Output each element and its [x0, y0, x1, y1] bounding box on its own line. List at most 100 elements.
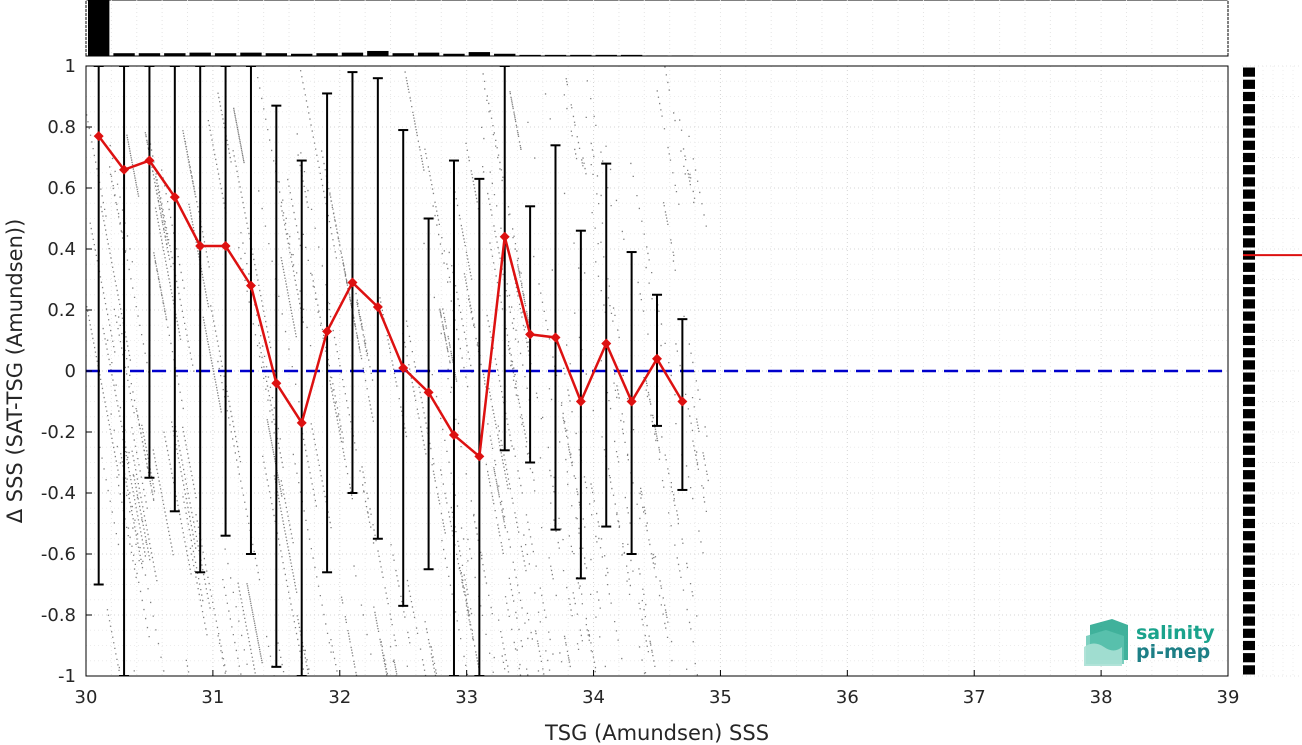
side-histogram-bar — [1243, 177, 1255, 187]
side-histogram-bar — [1243, 226, 1255, 236]
side-histogram-bar — [1243, 470, 1255, 480]
side-histogram-bar — [1243, 653, 1255, 663]
side-histogram-bar — [1243, 91, 1255, 102]
error-bar — [195, 66, 206, 574]
error-bar — [220, 66, 231, 537]
median-point — [448, 430, 459, 441]
side-histogram-bar — [1243, 128, 1255, 138]
side-histogram-bar — [1243, 287, 1255, 297]
top-histogram-bar — [164, 53, 186, 56]
side-histogram-bar — [1243, 189, 1255, 199]
side-histogram-bar — [1243, 665, 1255, 675]
median-point — [347, 277, 358, 288]
error-bar — [245, 66, 256, 555]
x-tick-label: 33 — [455, 687, 478, 708]
top-histogram-bar — [544, 54, 567, 56]
side-histogram-bar — [1243, 104, 1255, 114]
side-histogram-bar — [1243, 323, 1255, 333]
side-histogram-bar — [1243, 457, 1255, 468]
side-histogram-bar — [1243, 616, 1255, 626]
median-point — [550, 332, 561, 343]
side-histogram-bar — [1243, 372, 1255, 382]
top-histogram-bar — [291, 53, 313, 56]
side-histogram-bar — [1243, 531, 1255, 541]
error-bar — [474, 177, 485, 676]
side-histogram-bar — [1243, 165, 1255, 175]
side-histogram-bar — [1243, 116, 1255, 126]
top-histogram-bars — [88, 0, 694, 56]
top-histogram-bar — [671, 55, 694, 56]
y-tick-label: 0.2 — [47, 300, 76, 321]
side-histogram-bar — [1243, 213, 1255, 224]
y-tick-label: 1 — [65, 56, 76, 77]
median-point — [423, 387, 434, 398]
error-bar — [144, 66, 155, 479]
median-point — [119, 164, 130, 175]
median-point — [626, 396, 637, 407]
x-axis-ticks: 30 31 32 33 34 35 36 37 38 39 — [75, 670, 1239, 708]
side-histogram-bar — [1243, 628, 1255, 638]
median-point — [575, 396, 586, 407]
median-points — [93, 131, 688, 462]
y-tick-label: -1 — [58, 666, 76, 687]
y-tick-label: 0.4 — [47, 239, 76, 260]
top-histogram-bar — [519, 54, 541, 56]
x-tick-label: 30 — [75, 687, 98, 708]
side-histogram-bar — [1243, 299, 1255, 309]
side-histogram-bar — [1243, 421, 1255, 431]
side-histogram-bar — [1243, 238, 1255, 248]
median-point — [195, 240, 206, 251]
y-tick-label: -0.6 — [41, 544, 76, 565]
x-tick-label: 38 — [1090, 687, 1113, 708]
x-axis-title: TSG (Amundsen) SSS — [544, 721, 769, 745]
top-histogram-bar — [443, 53, 465, 56]
top-histogram-bar — [494, 53, 516, 56]
median-point — [296, 417, 307, 428]
top-histogram-bar — [367, 50, 389, 56]
side-histogram-bar — [1243, 348, 1255, 358]
side-histogram-bar — [1243, 335, 1255, 346]
side-histogram-bar — [1243, 79, 1255, 89]
side-histogram-bar — [1243, 592, 1255, 602]
top-histogram-frame — [85, 0, 1229, 57]
top-histogram-bar — [138, 53, 161, 56]
top-histogram-bar — [570, 54, 592, 56]
median-point — [601, 338, 612, 349]
x-tick-label: 32 — [328, 687, 351, 708]
side-histogram — [1242, 65, 1302, 677]
top-histogram-bar — [468, 52, 491, 56]
top-histogram-bar — [113, 53, 135, 56]
median-point — [169, 192, 180, 203]
side-histogram-bar — [1243, 311, 1255, 321]
top-histogram-bar — [341, 52, 364, 56]
y-tick-label: 0.8 — [47, 117, 76, 138]
top-histogram-bar — [392, 53, 414, 56]
y-tick-label: -0.2 — [41, 422, 76, 443]
side-histogram-bar — [1243, 567, 1255, 577]
y-tick-label: 0.6 — [47, 178, 76, 199]
side-histogram-bar — [1243, 555, 1255, 565]
side-histogram-bar — [1243, 494, 1255, 504]
salinity-pi-mep-logo: salinity pi-mep — [1084, 619, 1215, 666]
top-histogram-bar — [646, 55, 668, 56]
logo-icon — [1084, 619, 1128, 666]
side-histogram-bar — [1243, 506, 1255, 516]
side-histogram-bar — [1243, 396, 1255, 407]
side-histogram-bar — [1243, 274, 1255, 285]
x-tick-label: 35 — [709, 687, 732, 708]
y-axis-ticks: -1 -0.8 -0.6 -0.4 -0.2 0 0.2 0.4 0.6 0.8 1 — [41, 56, 92, 687]
median-point — [652, 353, 662, 364]
side-histogram-bar — [1243, 152, 1255, 163]
y-tick-label: -0.8 — [41, 605, 76, 626]
side-histogram-bar — [1243, 640, 1255, 651]
median-point — [144, 155, 155, 166]
median-point — [93, 131, 104, 142]
x-tick-label: 36 — [836, 687, 859, 708]
y-tick-label: -0.4 — [41, 483, 76, 504]
error-bar — [169, 66, 180, 513]
y-axis-title: Δ SSS (SAT-TSG (Amundsen)) — [3, 219, 27, 524]
side-histogram-bar — [1243, 67, 1255, 77]
error-bar — [499, 66, 510, 452]
side-histogram-bar — [1243, 262, 1255, 272]
